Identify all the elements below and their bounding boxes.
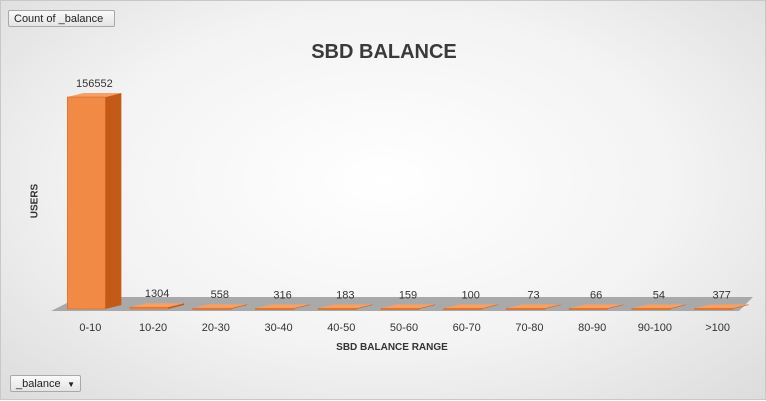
bar-top bbox=[318, 304, 373, 309]
bar-top bbox=[192, 304, 247, 309]
data-label: 156552 bbox=[76, 78, 113, 90]
dropdown-arrow-icon: ▼ bbox=[67, 380, 75, 389]
x-tick-label: 60-70 bbox=[453, 322, 481, 334]
x-tick-label: 90-100 bbox=[638, 322, 672, 334]
chart-title: SBD BALANCE bbox=[311, 41, 457, 63]
bar bbox=[192, 307, 232, 310]
bar-top bbox=[694, 304, 749, 309]
data-label: 1304 bbox=[145, 288, 169, 300]
bar bbox=[317, 308, 357, 310]
bar-side bbox=[732, 304, 749, 309]
bar-top bbox=[443, 304, 498, 309]
bar bbox=[67, 96, 106, 310]
filter-field-button[interactable]: _balance ▼ bbox=[10, 375, 81, 392]
x-tick-label: 30-40 bbox=[264, 322, 292, 334]
bar-top bbox=[67, 93, 122, 97]
bar bbox=[255, 308, 294, 310]
x-axis-title: SBD BALANCE RANGE bbox=[336, 342, 448, 353]
data-label: 183 bbox=[336, 289, 354, 301]
data-label: 66 bbox=[590, 289, 602, 301]
x-tick-label: 20-30 bbox=[202, 322, 230, 334]
filter-field-label: _balance bbox=[16, 378, 61, 390]
bar-top bbox=[381, 304, 435, 309]
value-field-label: Count of _balance bbox=[14, 13, 104, 25]
x-tick-label: 0-10 bbox=[79, 322, 101, 334]
bar-top bbox=[631, 304, 686, 309]
x-tick-label: >100 bbox=[705, 322, 730, 334]
data-label: 100 bbox=[462, 289, 480, 301]
bar-side bbox=[419, 304, 435, 309]
data-label: 558 bbox=[211, 289, 229, 301]
bar-top bbox=[569, 304, 624, 309]
bar-side bbox=[168, 303, 185, 309]
data-label: 54 bbox=[653, 289, 665, 301]
bar bbox=[380, 308, 420, 310]
data-label: 159 bbox=[399, 289, 417, 301]
x-tick-label: 50-60 bbox=[390, 322, 418, 334]
data-label: 316 bbox=[273, 289, 291, 301]
bar-top bbox=[130, 303, 185, 308]
bar bbox=[568, 308, 608, 310]
bar-top bbox=[255, 304, 310, 309]
x-tick-label: 10-20 bbox=[139, 322, 167, 334]
data-label: 377 bbox=[712, 289, 730, 301]
x-tick-label: 70-80 bbox=[515, 322, 543, 334]
bar-side bbox=[669, 304, 686, 309]
bar-side bbox=[356, 304, 373, 309]
bar bbox=[631, 308, 671, 310]
bar-side bbox=[105, 93, 122, 309]
bar-side bbox=[607, 304, 624, 309]
data-label: 73 bbox=[527, 289, 539, 301]
bar bbox=[443, 308, 483, 310]
bar-side bbox=[544, 304, 561, 309]
value-field-button[interactable]: Count of _balance bbox=[8, 10, 115, 27]
x-tick-label: 40-50 bbox=[327, 322, 355, 334]
bar-top bbox=[506, 304, 561, 309]
bar-side bbox=[293, 304, 310, 309]
bar-side bbox=[230, 304, 247, 309]
bar bbox=[506, 308, 545, 310]
bar bbox=[694, 308, 733, 310]
bar-side bbox=[481, 304, 498, 309]
bar bbox=[129, 306, 169, 310]
x-tick-label: 80-90 bbox=[578, 322, 606, 334]
